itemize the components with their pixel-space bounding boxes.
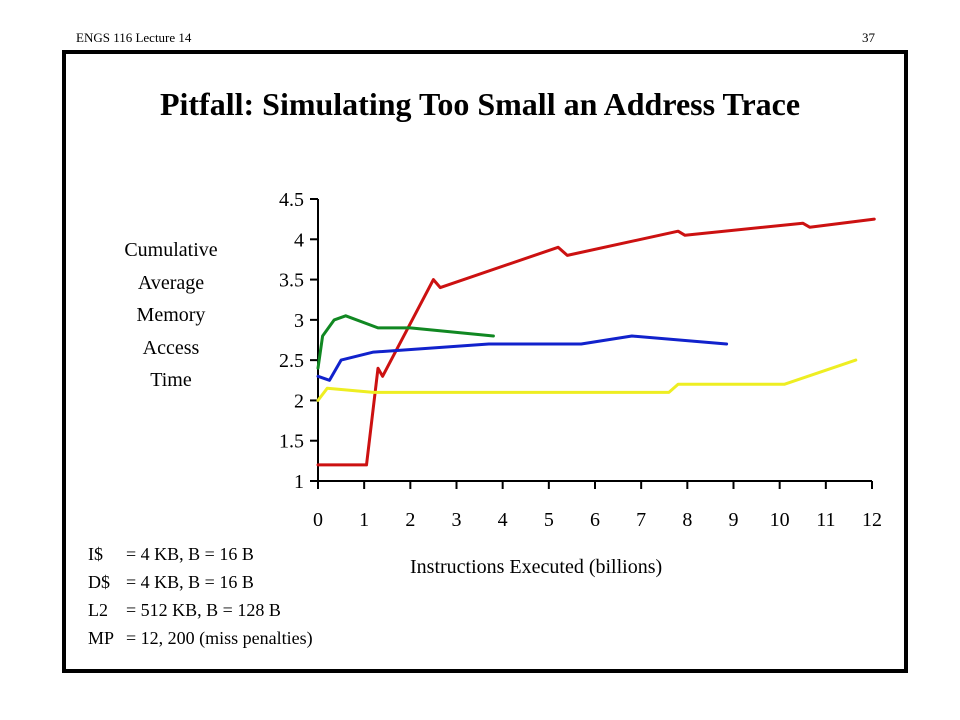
- x-tick-label: 11: [816, 509, 835, 531]
- series-line-1: [316, 217, 876, 467]
- y-axis-label-line: Access: [142, 336, 200, 359]
- y-tick-label: 3: [294, 310, 304, 332]
- x-tick-label: 7: [636, 509, 646, 531]
- y-tick-label: 4.5: [279, 189, 304, 211]
- slide-frame: [62, 50, 908, 673]
- x-tick-label: 0: [313, 509, 323, 531]
- x-tick-label: 5: [544, 509, 554, 531]
- series-line-4: [316, 358, 858, 402]
- note-row: MP = 12, 200 (miss penalties): [88, 624, 313, 652]
- y-tick-label: 4: [294, 229, 304, 251]
- x-tick-label: 9: [729, 509, 739, 531]
- note-row: D$ = 4 KB, B = 16 B: [88, 568, 313, 596]
- y-tick-label: 3.5: [279, 270, 304, 292]
- x-tick-label: 8: [682, 509, 692, 531]
- note-value: = 512 KB, B = 128 B: [126, 600, 281, 620]
- y-tick-label: 2.5: [279, 350, 304, 372]
- y-tick-label: 1: [294, 471, 304, 493]
- note-row: I$ = 4 KB, B = 16 B: [88, 540, 313, 568]
- note-key: I$: [88, 544, 103, 564]
- note-value: = 4 KB, B = 16 B: [126, 544, 254, 564]
- series-line-2: [316, 314, 495, 370]
- y-axis-label-line: Time: [150, 369, 192, 391]
- note-key: D$: [88, 572, 110, 592]
- note-key: MP: [88, 628, 115, 648]
- x-tick-label: 2: [405, 509, 415, 531]
- y-axis-label-line: Average: [137, 271, 205, 294]
- x-axis-label: Instructions Executed (billions): [410, 556, 663, 578]
- x-tick-label: 1: [359, 509, 369, 531]
- note-key: L2: [88, 600, 108, 620]
- y-axis-label-line: Cumulative: [124, 239, 218, 261]
- note-value: = 12, 200 (miss penalties): [126, 628, 313, 648]
- x-tick-label: 4: [498, 509, 508, 531]
- course-header: ENGS 116 Lecture 14: [76, 30, 192, 45]
- x-tick-label: 3: [452, 509, 462, 531]
- note-value: = 4 KB, B = 16 B: [126, 572, 254, 592]
- y-axis-label-line: Memory: [136, 304, 206, 326]
- page-number: 37: [862, 30, 875, 45]
- x-tick-label: 12: [862, 509, 882, 531]
- note-row: L2 = 512 KB, B = 128 B: [88, 596, 313, 624]
- y-tick-label: 1.5: [279, 431, 304, 453]
- y-axis-label: Cumulative Average Memory Access Time: [96, 234, 246, 397]
- series-line-3: [316, 334, 729, 382]
- cache-config-notes: I$ = 4 KB, B = 16 B D$ = 4 KB, B = 16 B …: [88, 540, 313, 652]
- x-tick-label: 6: [590, 509, 600, 531]
- x-tick-label: 10: [770, 509, 790, 531]
- slide-title: Pitfall: Simulating Too Small an Address…: [159, 86, 801, 122]
- y-tick-label: 2: [294, 390, 304, 412]
